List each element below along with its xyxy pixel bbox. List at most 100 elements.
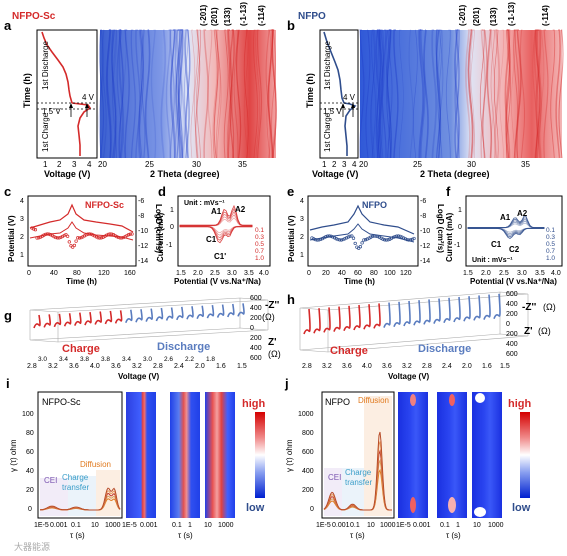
xrd-stripe [371, 29, 376, 159]
svg-text:40: 40 [26, 468, 34, 475]
xrd-stripes-b [359, 29, 564, 159]
xrd-stripe [510, 29, 516, 159]
eis-curve [125, 309, 133, 324]
diffusion-label-j: Diffusion [358, 396, 389, 405]
logd-point [379, 236, 383, 240]
y2ticks-e: -6 -8 -10 -12 -14 [420, 198, 430, 265]
svg-text:3.8: 3.8 [80, 356, 89, 363]
xrd-stripe [387, 29, 393, 158]
xrd-stripe [196, 29, 202, 159]
svg-text:400: 400 [506, 341, 518, 348]
sample-label-i: NFPO-Sc [42, 397, 81, 407]
logd-point [348, 234, 352, 238]
logd-point [126, 233, 131, 237]
svg-text:2.0: 2.0 [195, 363, 205, 370]
svg-text:20: 20 [322, 270, 330, 277]
panel-c: c NFPO-Sc 4 3 2 1 -6 -8 -10 -12 -14 0 40… [4, 184, 163, 286]
charge-curve-b [343, 102, 357, 156]
svg-text:-8: -8 [420, 213, 426, 220]
logd-point [372, 234, 376, 238]
svg-text:4.0: 4.0 [362, 363, 372, 370]
svg-text:0.3: 0.3 [255, 234, 264, 241]
logd-point [393, 234, 397, 239]
logd-point [45, 232, 49, 236]
svg-text:(-201): (-201) [199, 4, 208, 26]
logd-point [370, 234, 375, 239]
sample-label-c: NFPO-Sc [85, 200, 124, 210]
drt-curve [39, 487, 121, 511]
svg-text:800: 800 [302, 430, 314, 437]
logd-point [55, 236, 60, 240]
xrd-stripe [176, 29, 182, 159]
svg-text:60: 60 [26, 449, 34, 456]
svg-text:1: 1 [20, 252, 24, 259]
svg-text:-14: -14 [420, 258, 430, 265]
logd-point [395, 234, 399, 238]
time-label-a: Time (h) [22, 73, 32, 108]
eis-curve [383, 302, 391, 328]
zpp-unit-g: (Ω) [262, 312, 275, 322]
panel-label-h: h [287, 292, 295, 307]
colorbar-i [255, 412, 265, 498]
svg-text:0: 0 [506, 321, 510, 328]
svg-text:0: 0 [458, 224, 462, 231]
eis-curve [43, 314, 51, 328]
eis-curve [463, 296, 471, 322]
svg-text:2.0: 2.0 [193, 270, 203, 277]
eis-curve [353, 304, 361, 331]
svg-text:2: 2 [300, 234, 304, 241]
svg-text:1: 1 [43, 160, 48, 169]
first-charge-a: 1st Charge [41, 112, 50, 152]
svg-text:3.4: 3.4 [122, 356, 131, 363]
logd-point [108, 232, 112, 236]
xrd-stripe [101, 29, 107, 159]
xrd-stripe [139, 29, 144, 159]
xrd-stripe [377, 29, 384, 159]
zp-unit-g: (Ω) [268, 349, 281, 359]
svg-text:(201): (201) [210, 7, 219, 26]
drt-heatmap-j-3 [472, 392, 502, 518]
svg-text:-6: -6 [420, 198, 426, 205]
svg-text:35: 35 [521, 160, 530, 169]
xrd-stripe [454, 29, 460, 159]
xticks-f: 1.5 2.0 2.5 3.0 3.5 4.0 [463, 270, 561, 277]
yticks-e: 4 3 2 1 [300, 198, 304, 259]
xrd-stripe [555, 29, 561, 159]
svg-text:120: 120 [98, 270, 110, 277]
logd-point [79, 235, 83, 240]
svg-text:600: 600 [302, 449, 314, 456]
zticks-g: 600 400 200 0 200 400 600 [250, 295, 262, 362]
svg-text:0.5: 0.5 [255, 241, 264, 248]
svg-text:4: 4 [300, 198, 304, 205]
xrd-stripe [140, 29, 146, 159]
zp-label-h: Z' [524, 326, 533, 337]
xrd-stripe [215, 29, 221, 159]
low-label-i: low [246, 502, 265, 514]
xrd-stripe [271, 29, 276, 159]
logd-point [116, 235, 121, 240]
logd-point [35, 236, 39, 240]
eis-curve [413, 300, 421, 326]
zpp-label-g: -Z'' [265, 300, 279, 311]
v-low-b: 1.5 V [323, 107, 342, 116]
xrd-stripe [465, 29, 471, 159]
svg-text:0: 0 [27, 270, 31, 277]
xrd-stripe [494, 29, 500, 159]
xrd-stripe [379, 29, 385, 159]
xrd-stripe [124, 29, 130, 159]
logd-point [317, 238, 321, 242]
eis-curve [33, 314, 41, 329]
voltage-profile-frame-a [36, 29, 98, 159]
svg-text:1.6: 1.6 [216, 363, 226, 370]
xrd-stripe [435, 29, 441, 159]
panel-label-f: f [446, 184, 451, 199]
svg-text:2.8: 2.8 [302, 363, 312, 370]
svg-text:0.001: 0.001 [140, 522, 158, 529]
eis-curve [303, 308, 311, 335]
svg-text:0.1: 0.1 [440, 522, 450, 529]
svg-text:1000: 1000 [298, 411, 314, 418]
xticks-d: 1.5 2.0 2.5 3.0 3.5 4.0 [176, 270, 269, 277]
logd-point [391, 235, 395, 240]
svg-text:1000: 1000 [218, 522, 234, 529]
xrd-stripe [399, 29, 404, 159]
